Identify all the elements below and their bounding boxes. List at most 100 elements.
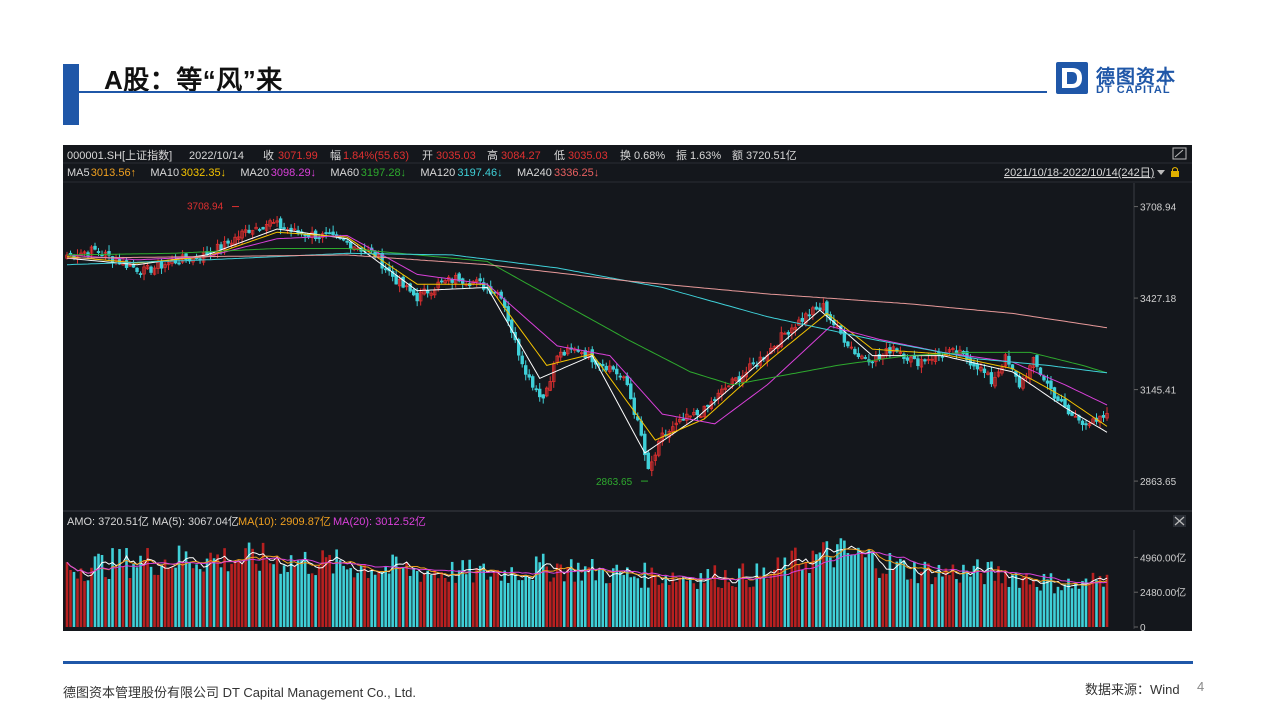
date-range-label[interactable]: 2021/10/18-2022/10/14(242日) bbox=[1004, 167, 1154, 179]
volume-bar bbox=[815, 554, 818, 627]
candle-body bbox=[611, 366, 615, 370]
volume-bar bbox=[769, 573, 773, 627]
candle-body bbox=[727, 385, 731, 388]
candle-body bbox=[278, 218, 283, 229]
volume-bar bbox=[853, 554, 857, 627]
candle-body bbox=[524, 365, 528, 375]
candle-body bbox=[975, 363, 980, 370]
volume-bar bbox=[142, 560, 146, 627]
volume-bar bbox=[724, 570, 727, 627]
ma-legend: MA5 3013.56↑ MA10 3032.35↓ MA20 3098.29↓ MA60 3… bbox=[67, 167, 599, 179]
volume-bar bbox=[1039, 590, 1042, 627]
volume-bar bbox=[356, 572, 359, 627]
volume-bar bbox=[233, 560, 237, 627]
volume-bar bbox=[667, 584, 671, 627]
volume-bar bbox=[1091, 572, 1095, 627]
candle-body bbox=[135, 267, 139, 272]
volume-bar bbox=[205, 558, 209, 627]
candle-body bbox=[643, 433, 647, 456]
volume-bar bbox=[808, 573, 811, 627]
volume-bar bbox=[275, 555, 279, 627]
volume-bar bbox=[461, 560, 464, 627]
candle-body bbox=[905, 357, 910, 361]
close-volume-icon[interactable] bbox=[1173, 515, 1186, 527]
volume-bar bbox=[163, 559, 167, 627]
volume-bar bbox=[79, 568, 83, 627]
volume-bar bbox=[1098, 575, 1102, 627]
volume-bar bbox=[111, 548, 114, 627]
volume-bar bbox=[247, 542, 251, 627]
candle-body bbox=[622, 376, 626, 379]
volume-bar bbox=[132, 564, 135, 627]
volume-bar bbox=[212, 558, 216, 627]
volume-bar bbox=[899, 558, 902, 627]
footer-company: 德图资本管理股份有限公司 DT Capital Management Co., … bbox=[63, 685, 417, 700]
volume-plot-area[interactable] bbox=[65, 538, 1109, 627]
volume-bar bbox=[1032, 580, 1035, 627]
restore-window-icon[interactable] bbox=[1172, 147, 1187, 160]
candle-body bbox=[317, 237, 321, 240]
candle-body bbox=[695, 409, 700, 416]
candle-body bbox=[429, 292, 433, 296]
range-dropdown-icon[interactable] bbox=[1157, 170, 1165, 175]
candle-body bbox=[674, 422, 678, 426]
ma-legend-value-3: 3197.28↓ bbox=[361, 167, 406, 179]
kline-chart-panel[interactable]: 000001.SH[上证指数] 2022/10/14 收 3071.99 幅 1… bbox=[63, 145, 1192, 634]
candle-body bbox=[751, 362, 756, 365]
volume-bar bbox=[688, 577, 692, 627]
volume-bar bbox=[594, 580, 598, 627]
price-plot-area[interactable] bbox=[65, 216, 1109, 477]
candle-body bbox=[324, 232, 328, 234]
volume-bar bbox=[289, 555, 293, 627]
volume-bar bbox=[160, 564, 163, 627]
volume-ma10: MA(10): 2909.87亿 bbox=[238, 515, 331, 528]
volume-bar bbox=[268, 563, 272, 627]
candle-body bbox=[909, 356, 913, 363]
candle-body bbox=[68, 252, 73, 255]
volume-bar bbox=[636, 578, 640, 627]
candle-body bbox=[653, 454, 657, 461]
kline-chart-svg[interactable]: 000001.SH[上证指数] 2022/10/14 收 3071.99 幅 1… bbox=[63, 145, 1192, 634]
volume-bar bbox=[412, 567, 415, 627]
volume-bar bbox=[114, 568, 118, 627]
candle-body bbox=[482, 282, 486, 290]
candle-body bbox=[177, 262, 181, 265]
volume-bar bbox=[314, 575, 317, 627]
volume-bar bbox=[370, 570, 373, 627]
candle-body bbox=[853, 348, 857, 355]
candle-body bbox=[559, 351, 563, 358]
volume-bar bbox=[1049, 573, 1053, 627]
volume-bar bbox=[562, 581, 566, 627]
candle-body bbox=[986, 372, 990, 375]
volume-bar bbox=[909, 578, 913, 627]
volume-bar bbox=[296, 560, 300, 627]
volume-bar bbox=[240, 562, 244, 627]
volume-bar bbox=[464, 574, 468, 627]
candle-body bbox=[1007, 355, 1011, 365]
ma-legend-label-1: MA10 bbox=[150, 167, 179, 179]
volume-bar bbox=[587, 567, 591, 627]
lock-icon[interactable] bbox=[1171, 167, 1179, 178]
volume-bar bbox=[752, 586, 755, 627]
volume-bar bbox=[797, 564, 801, 627]
logo-d-icon bbox=[1056, 62, 1088, 94]
candle-body bbox=[82, 251, 87, 254]
volume-bar bbox=[916, 583, 920, 627]
volume-bar bbox=[1084, 578, 1088, 627]
volume-bar bbox=[230, 563, 233, 627]
candle-body bbox=[1031, 357, 1036, 369]
volume-bar bbox=[632, 576, 636, 627]
volume-bar bbox=[261, 542, 265, 627]
volume-bar bbox=[583, 566, 587, 627]
volume-bar bbox=[310, 573, 314, 627]
volume-bar bbox=[352, 577, 356, 627]
candle-body bbox=[685, 413, 689, 421]
candle-body bbox=[1084, 423, 1088, 426]
candle-body bbox=[898, 351, 903, 354]
volume-bar bbox=[118, 549, 121, 627]
candle-body bbox=[159, 261, 164, 269]
volume-bar bbox=[1056, 586, 1060, 627]
volume-tick-label-2: 0 bbox=[1140, 623, 1146, 631]
ma-legend-value-4: 3197.46↓ bbox=[457, 167, 502, 179]
volume-bar bbox=[520, 580, 524, 627]
